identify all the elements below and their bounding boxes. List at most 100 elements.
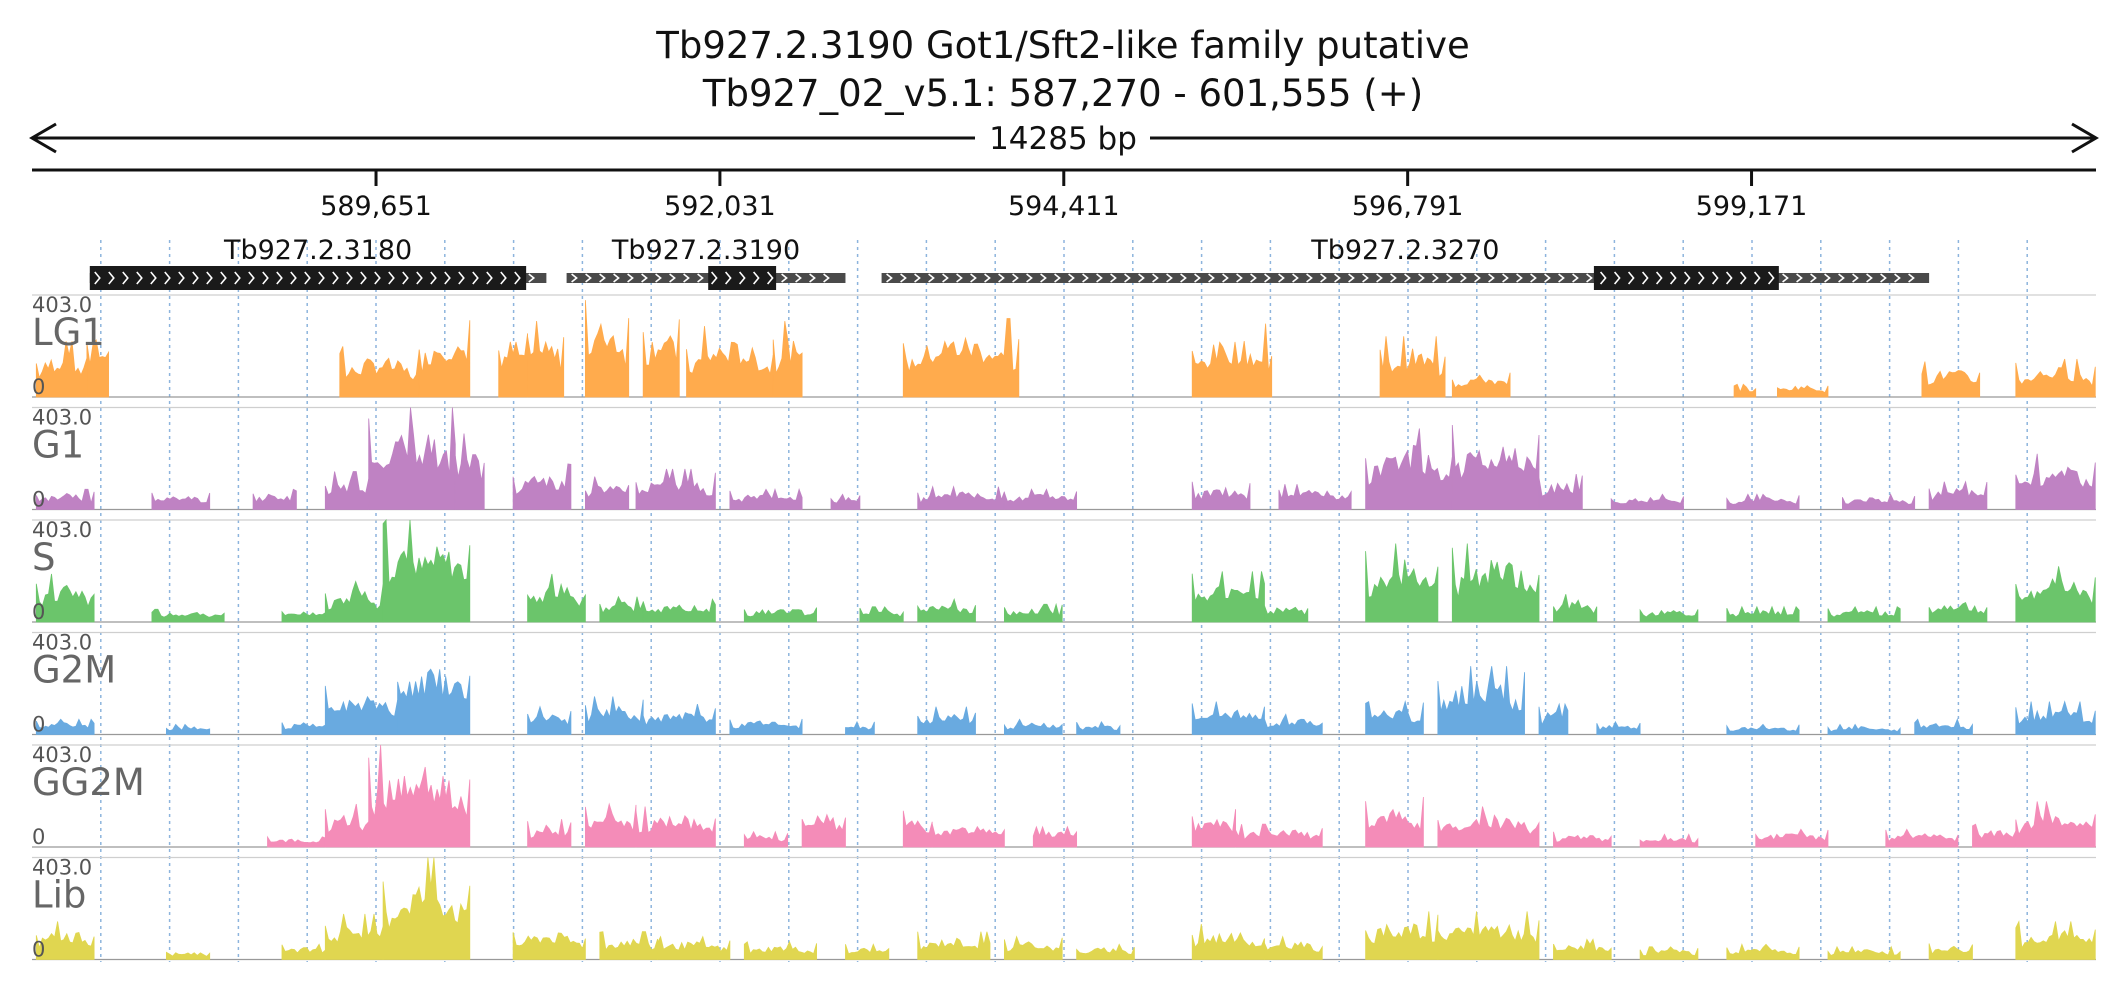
strand-arrow [1110,273,1117,283]
figure-header: Tb927.2.3190 Got1/Sft2-like family putat… [29,24,2099,157]
coverage-peak [35,718,95,735]
gene-feature[interactable]: Tb927.2.3180 [89,235,547,290]
coverage-peak [2015,566,2096,623]
coverage-peak [1639,946,1699,960]
coverage-peak [642,703,716,735]
coverage-peak [1365,796,1424,848]
coverage-peak [35,488,95,510]
coverage-track: 403.0 0 GG2M [32,743,2096,849]
coverage-peak [729,718,803,735]
track-scale-min: 0 [32,375,45,399]
coverage-peak [498,333,528,398]
strand-arrow [528,273,536,283]
coverage-peak [281,722,326,735]
coverage-peak [267,835,326,848]
track-scale-max: 403.0 [32,856,92,880]
coverage-peak [397,668,471,735]
strand-arrow [346,271,353,285]
strand-arrow [571,273,578,283]
coverage-peak [584,300,630,398]
coverage-peak [324,685,398,735]
gene-feature[interactable]: Tb927.2.3190 [566,235,846,290]
strand-arrow [1488,273,1495,283]
strand-arrow [823,273,830,283]
ruler-tick-label: 592,031 [664,191,776,222]
coverage-peak [1553,831,1612,848]
coverage-peak [1004,602,1063,623]
strand-arrow [1432,273,1439,283]
coverage-peak [729,487,803,510]
coverage-peak [1365,700,1424,735]
coverage-track: 403.0 0 S [32,518,2096,624]
strand-arrow [738,271,746,285]
coverage-peak [165,951,211,960]
coverage-peak [368,407,456,510]
coverage-peak [1842,493,1916,510]
strand-arrow [1558,273,1565,283]
coverage-peak [527,705,572,735]
coverage-peak [1928,602,1988,623]
gene-feature[interactable]: Tb927.2.3270 [881,235,1930,290]
coverage-peak [1076,943,1135,960]
coverage-peak [252,488,297,510]
coverage-peak [1365,911,1439,960]
gene-name-label: Tb927.2.3270 [1310,235,1499,266]
coverage-peak [917,485,1005,510]
track-scale-max: 403.0 [32,406,92,430]
coverage-peak [1921,361,1981,398]
strand-arrow [1362,273,1369,283]
coverage-peak [1278,484,1352,510]
coverage-peak [1191,924,1265,960]
strand-arrow [108,271,115,285]
coverage-peak [1191,701,1265,735]
strand-arrow [956,273,963,283]
strand-arrow [585,273,592,283]
coverage-peak [1885,828,1959,848]
strand-arrow [970,273,977,283]
strand-arrow [1222,273,1229,283]
track-name-label: Lib [32,874,86,917]
span-arrowhead-right [2071,122,2099,154]
strand-arrow [472,271,479,285]
strand-arrow [809,273,816,283]
coverage-peak [845,720,875,735]
strand-arrow [150,271,157,285]
coverage-peak [635,468,716,510]
coverage-peak [418,320,471,398]
ruler-tick-label: 596,791 [1352,191,1464,222]
strand-arrow [1166,273,1173,283]
coverage-peak [743,830,789,848]
strand-arrow [388,271,395,285]
coverage-peak [1365,543,1439,623]
coverage-peak [642,598,716,623]
strand-arrow [1796,273,1803,283]
coverage-peak [1928,943,1973,960]
coverage-peak [830,493,861,510]
strand-arrow [1236,273,1243,283]
strand-arrow [1474,273,1481,283]
span-arrowhead-left [29,122,57,154]
strand-arrow [1880,273,1887,283]
coverage-peak [382,857,471,960]
coverage-peak [801,813,846,848]
strand-arrow [332,271,339,285]
coverage-peak [2015,700,2096,735]
coverage-peak [642,319,680,398]
strand-arrow [416,271,423,285]
strand-arrow [1852,273,1859,283]
strand-arrow [1697,271,1705,285]
strand-arrow [1782,273,1789,283]
strand-arrow [1530,273,1537,283]
strand-arrow [1711,271,1719,285]
coverage-peak [1264,935,1323,960]
strand-arrow [1655,271,1663,285]
track-scale-max: 403.0 [32,631,92,655]
track-scale-max: 403.0 [32,293,92,317]
coverage-peak [1235,823,1323,848]
coverage-peak [281,610,326,623]
track-scale-min: 0 [32,713,45,737]
track-scale-min: 0 [32,488,45,512]
strand-arrow [444,271,451,285]
strand-arrow [1613,271,1621,285]
coverage-peak [743,607,817,623]
